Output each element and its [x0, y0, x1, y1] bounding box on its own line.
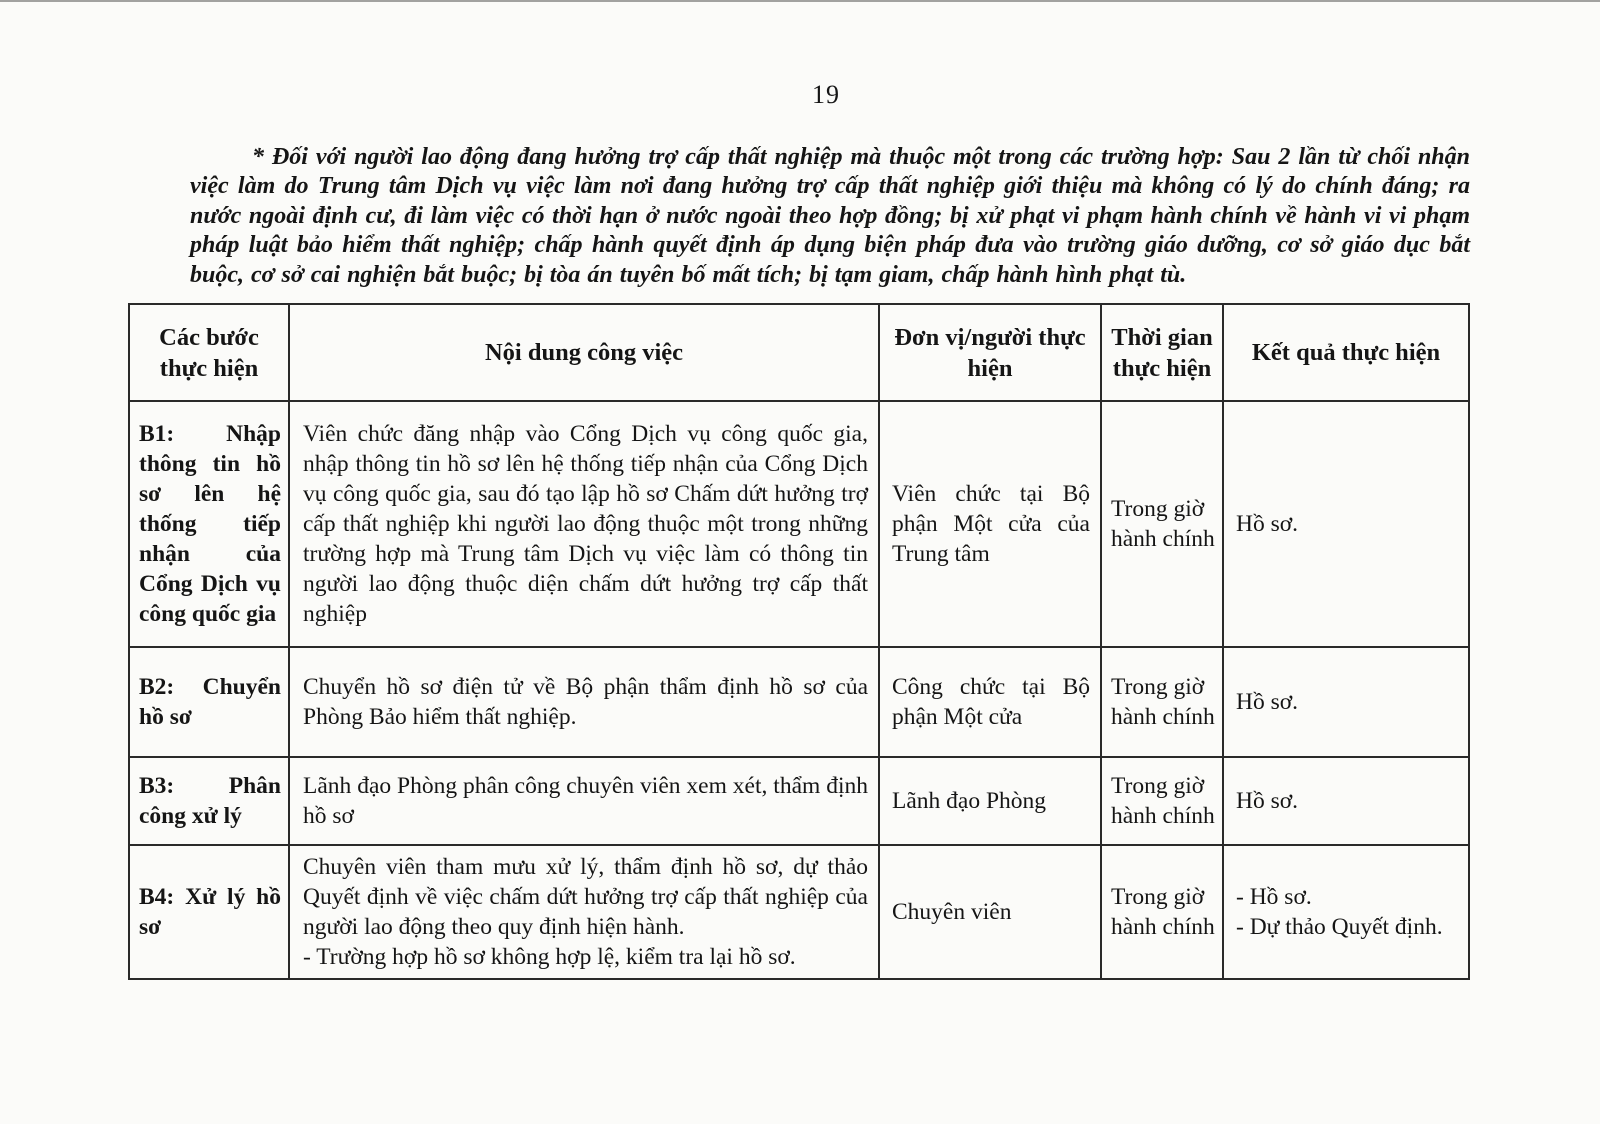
table-header-row: Các bước thực hiện Nội dung công việc Đơ… — [128, 303, 1470, 402]
unit-cell: Lãnh đạo Phòng — [878, 756, 1102, 846]
unit-cell: Viên chức tại Bộ phận Một cửa của Trung … — [878, 400, 1102, 648]
step-cell: B3: Phân công xử lý — [128, 756, 290, 846]
time-cell: Trong giờ hành chính — [1100, 400, 1224, 648]
table-row-b1: B1: Nhập thông tin hồ sơ lên hệ thống ti… — [128, 400, 1470, 648]
note-paragraph: * Đối với người lao động đang hưởng trợ … — [190, 144, 1470, 288]
result-cell: Hồ sơ. — [1222, 646, 1470, 758]
header-cell-steps: Các bước thực hiện — [128, 303, 290, 402]
scan-edge-artifact — [0, 0, 1600, 2]
step-cell: B1: Nhập thông tin hồ sơ lên hệ thống ti… — [128, 400, 290, 648]
header-cell-unit: Đơn vị/người thực hiện — [878, 303, 1102, 402]
table-row-b2: B2: Chuyển hồ sơ Chuyển hồ sơ điện tử về… — [128, 646, 1470, 758]
step-cell: B4: Xử lý hồ sơ — [128, 844, 290, 980]
content-cell: Viên chức đăng nhập vào Cổng Dịch vụ côn… — [288, 400, 880, 648]
time-cell: Trong giờ hành chính — [1100, 756, 1224, 846]
content-cell: Lãnh đạo Phòng phân công chuyên viên xem… — [288, 756, 880, 846]
table-row-b4: B4: Xử lý hồ sơ Chuyên viên tham mưu xử … — [128, 844, 1470, 980]
result-cell: Hồ sơ. — [1222, 756, 1470, 846]
page-number: 19 — [812, 80, 840, 109]
unit-cell: Công chức tại Bộ phận Một cửa — [878, 646, 1102, 758]
content-cell: Chuyển hồ sơ điện tử về Bộ phận thẩm địn… — [288, 646, 880, 758]
result-cell: Hồ sơ. — [1222, 400, 1470, 648]
table-row-b3: B3: Phân công xử lý Lãnh đạo Phòng phân … — [128, 756, 1470, 846]
header-cell-time: Thời gian thực hiện — [1100, 303, 1224, 402]
header-cell-content: Nội dung công việc — [288, 303, 880, 402]
content-cell: Chuyên viên tham mưu xử lý, thẩm định hồ… — [288, 844, 880, 980]
procedure-table: Các bước thực hiện Nội dung công việc Đơ… — [128, 303, 1470, 980]
header-cell-result: Kết quả thực hiện — [1222, 303, 1470, 402]
unit-cell: Chuyên viên — [878, 844, 1102, 980]
time-cell: Trong giờ hành chính — [1100, 844, 1224, 980]
result-cell: - Hồ sơ. - Dự thảo Quyết định. — [1222, 844, 1470, 980]
step-cell: B2: Chuyển hồ sơ — [128, 646, 290, 758]
time-cell: Trong giờ hành chính — [1100, 646, 1224, 758]
